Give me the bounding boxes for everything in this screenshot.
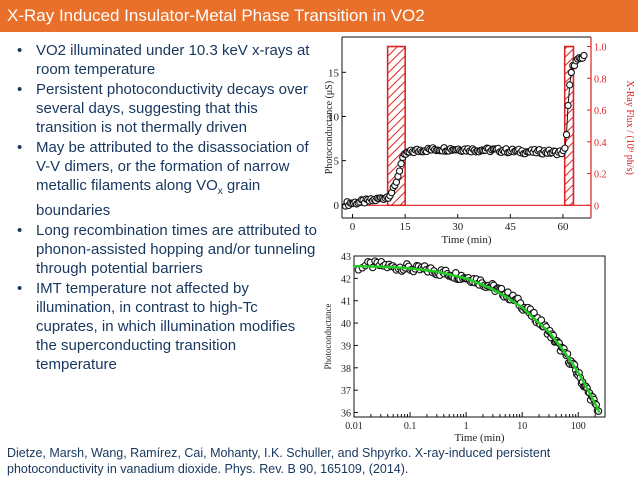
bullet-item: • VO2 illuminated under 10.3 keV x-rays a… <box>14 41 319 79</box>
y2-tick-label: 0.8 <box>594 74 607 85</box>
y-tick-label: 40 <box>341 319 351 330</box>
x-tick-label: 30 <box>452 221 464 233</box>
photoconductance-point <box>564 101 572 110</box>
y-axis-label: Photoconductance <box>323 304 333 370</box>
bullet-dot: • <box>17 280 23 297</box>
title-bar: X-Ray Induced Insulator-Metal Phase Tran… <box>0 0 638 32</box>
y-tick-label: 37 <box>341 386 351 397</box>
x-tick-label: 10 <box>517 421 527 432</box>
photoconductance-point <box>566 81 574 89</box>
bullet-text: May be attributed to the disassociation … <box>36 139 309 194</box>
bullet-item: • May be attributed to the disassociation… <box>14 138 319 220</box>
bullet-item: • Persistent photoconductivity decays ove… <box>14 80 319 137</box>
plot-frame <box>353 255 606 418</box>
y-tick-label: 15 <box>328 67 340 79</box>
y2-tick-label: 0.6 <box>594 106 607 117</box>
decay-chart: 0.01 0.1 1 10 100 36 37 38 39 40 41 42 43 Time (min) P… <box>323 252 606 444</box>
x-tick-label: 45 <box>505 221 517 233</box>
bullet-text-tail: grain boundaries <box>36 177 261 219</box>
photoconductance-line <box>345 56 585 205</box>
x-tick-label: 1 <box>464 421 469 432</box>
x-tick-label: 100 <box>571 421 586 432</box>
slide-title: X-Ray Induced Insulator-Metal Phase Tran… <box>7 6 425 25</box>
y-tick-label: 41 <box>341 297 351 308</box>
photoconductance-point <box>561 144 569 152</box>
bullet-dot: • <box>17 42 23 59</box>
reference-citation: Dietze, Marsh, Wang, Ramírez, Cai, Mohan… <box>7 446 551 476</box>
x-tick-label: 60 <box>557 221 569 233</box>
photoconductance-xray-chart: 0 15 30 45 60 0 5 10 15 0 0.2 0.4 0.6 0.8 1.0 Time (min… <box>324 36 635 246</box>
photoconductance-point <box>397 160 405 168</box>
y-tick-label: 42 <box>341 274 351 285</box>
decay-data-point <box>504 288 512 296</box>
x-tick-label: 0.1 <box>404 421 417 432</box>
bullet-text: Long recombination times are attributed … <box>36 222 317 277</box>
photoconductance-point <box>395 167 404 175</box>
x-axis-label: Time (min) <box>441 234 491 246</box>
y-tick-label: 5 <box>334 156 340 168</box>
bullet-dot: • <box>17 222 23 239</box>
bullet-list: • VO2 illuminated under 10.3 keV x-rays a… <box>14 41 319 375</box>
bullet-text: Persistent photoconductivity decays over… <box>36 81 308 136</box>
x-tick-label: 15 <box>400 221 412 233</box>
photoconductance-point <box>562 130 571 139</box>
decay-data-point <box>497 284 506 293</box>
y-axis-label: Photoconductance (μS) <box>324 81 335 174</box>
photoconductance-point <box>392 178 401 186</box>
bullet-item: • Long recombination times are attributed… <box>14 221 319 278</box>
y-tick-label: 0 <box>334 200 340 212</box>
x-axis-label: Time (min) <box>454 432 504 444</box>
fit-line <box>353 264 601 414</box>
y-tick-label: 43 <box>341 252 351 263</box>
y-tick-label: 10 <box>328 111 340 123</box>
bullet-dot: • <box>17 139 23 156</box>
bullet-dot: • <box>17 81 23 98</box>
y2-tick-label: 0.4 <box>594 138 607 149</box>
y2-tick-label: 0 <box>594 201 599 212</box>
y2-tick-label: 1.0 <box>594 43 607 54</box>
bullet-item: • IMT temperature not affected by illumin… <box>14 279 319 374</box>
y-tick-label: 38 <box>341 364 351 375</box>
y-tick-label: 39 <box>341 341 351 352</box>
photoconductance-point <box>567 68 575 77</box>
xray-flux-line <box>342 45 591 206</box>
y2-tick-label: 0.2 <box>594 170 607 181</box>
x-tick-label: 0 <box>350 221 356 233</box>
y-tick-label: 36 <box>341 409 351 420</box>
decay-data-point <box>530 308 538 317</box>
photoconductance-point <box>580 51 588 60</box>
y2-axis-label: X-Ray Flux / (10⁹ ph/s) <box>624 80 635 175</box>
bullet-text: VO2 illuminated under 10.3 keV x-rays at… <box>36 42 310 78</box>
bullet-text: IMT temperature not affected by illumina… <box>36 280 296 373</box>
x-tick-label: 0.01 <box>345 421 363 432</box>
bullet-subscript: x <box>217 186 223 197</box>
